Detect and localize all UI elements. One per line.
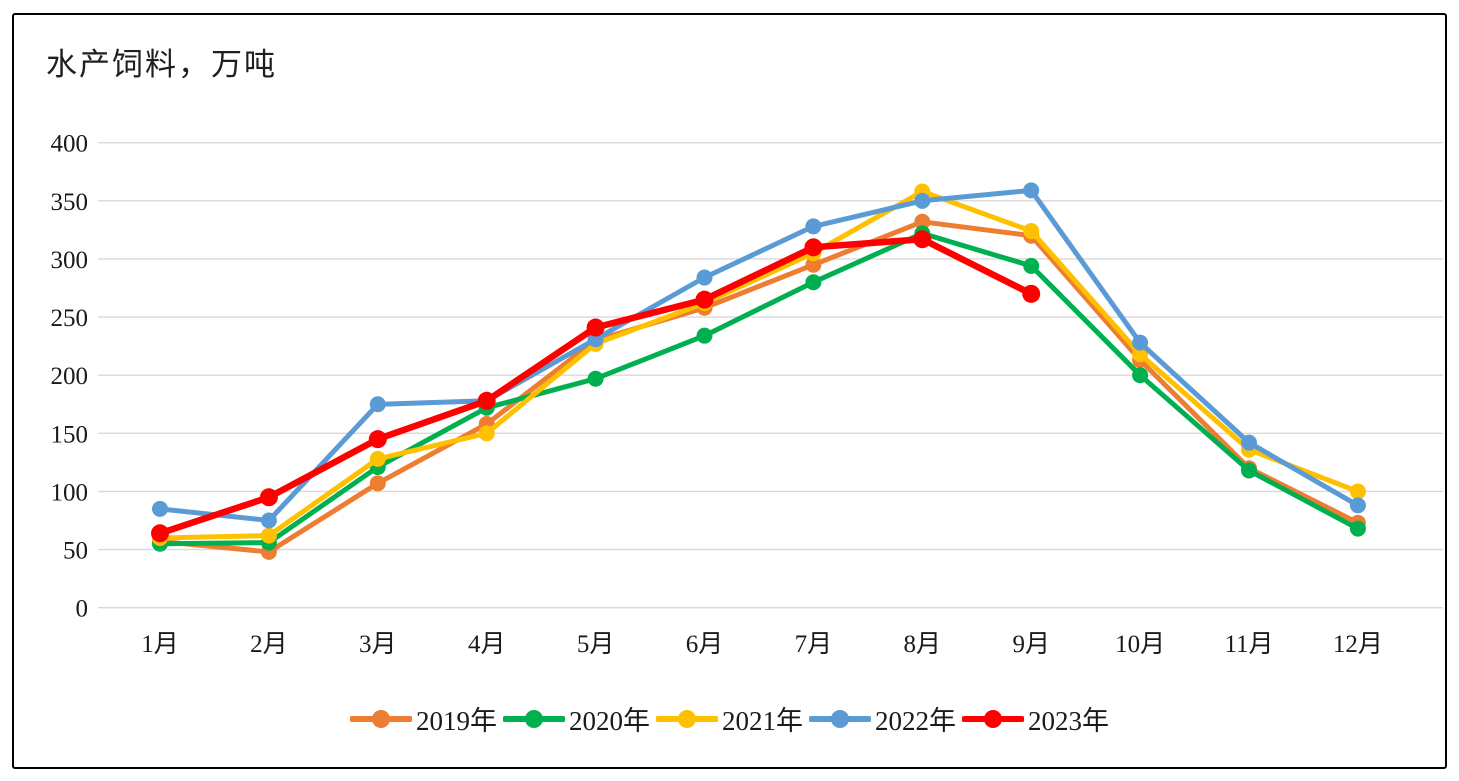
data-point-marker-2022年: [260, 512, 277, 529]
legend-marker-icon: [350, 709, 412, 728]
data-point-marker-2020年: [1349, 520, 1366, 537]
legend-item-2020年: 2020年: [503, 699, 650, 738]
data-point-marker-2019年: [805, 256, 822, 273]
data-point-marker-2022年: [152, 500, 168, 517]
legend-marker-icon: [809, 709, 871, 728]
x-axis-tick-label: 12月: [1333, 631, 1383, 658]
plot-area: 0 50 100 150 200 250 300 350 400 1月 2月 3月 4月 5月 6月 7月 8月…: [51, 131, 1443, 658]
data-point-marker-2023年: [368, 430, 387, 449]
legend-marker-icon: [503, 709, 565, 728]
series-line-2019年: [157, 219, 1361, 555]
legend-label: 2023年: [1028, 706, 1109, 736]
x-axis-tick-label: 8月: [904, 631, 942, 658]
data-point-marker-2022年: [369, 396, 386, 413]
y-axis-tick-label: 200: [51, 363, 89, 390]
y-axis-tick-label: 350: [51, 189, 89, 216]
series-line-2021年: [157, 189, 1361, 541]
x-axis-tick-label: 5月: [577, 631, 615, 658]
legend-label: 2021年: [722, 706, 803, 736]
chart-title: 水产饲料，万吨: [46, 47, 277, 82]
chart-frame: 水产饲料，万吨 0 50 100 150 200 250 300 350 400 1月 2月 3月 4月…: [12, 13, 1447, 769]
data-point-marker-2023年: [913, 230, 932, 249]
x-axis-tick-label: 11月: [1224, 631, 1273, 658]
y-axis-tick-label: 300: [51, 247, 89, 274]
x-axis-tick-label: 9月: [1012, 631, 1050, 658]
data-point-marker-2022年: [914, 192, 931, 209]
y-axis-tick-label: 100: [51, 479, 89, 506]
y-axis-tick-label: 0: [76, 596, 89, 623]
y-axis-tick-label: 250: [51, 305, 89, 332]
data-point-marker-2019年: [369, 475, 386, 492]
x-axis-tick-label: 10月: [1115, 631, 1165, 658]
data-point-marker-2021年: [1132, 346, 1149, 363]
data-point-marker-2022年: [1349, 497, 1366, 514]
legend-item-2022年: 2022年: [809, 699, 956, 738]
y-axis-tick-label: 50: [63, 538, 88, 565]
data-point-marker-2022年: [696, 269, 713, 286]
data-point-marker-2023年: [804, 238, 823, 257]
legend-label: 2022年: [875, 706, 956, 736]
data-point-marker-2020年: [587, 370, 604, 387]
data-point-marker-2021年: [369, 450, 386, 467]
data-point-marker-2021年: [260, 527, 277, 544]
x-axis-tick-label: 7月: [795, 631, 833, 658]
data-point-marker-2021年: [478, 425, 495, 442]
x-axis-tick-label: 2月: [250, 631, 288, 658]
legend-marker-icon: [962, 709, 1024, 728]
data-point-marker-2020年: [1241, 462, 1257, 479]
data-point-marker-2022年: [805, 218, 822, 235]
data-point-marker-2023年: [1022, 284, 1041, 303]
legend-item-2019年: 2019年: [350, 699, 497, 738]
data-point-marker-2020年: [1023, 257, 1040, 274]
x-axis-tick-label: 3月: [359, 631, 397, 658]
series-line-2022年: [157, 187, 1361, 523]
y-axis-tick-label: 150: [51, 421, 89, 448]
data-point-marker-2023年: [695, 290, 714, 309]
legend-marker-icon: [656, 709, 718, 728]
data-point-marker-2019年: [914, 213, 931, 230]
data-point-marker-2020年: [805, 274, 822, 291]
data-point-marker-2023年: [151, 524, 169, 543]
legend-label: 2020年: [569, 706, 650, 736]
data-point-marker-2020年: [696, 327, 713, 344]
data-point-marker-2023年: [477, 391, 496, 410]
legend-item-2021年: 2021年: [656, 699, 803, 738]
data-point-marker-2021年: [1349, 483, 1366, 500]
legend: 2019年 2020年 2021年 2022年 2023年: [14, 699, 1445, 738]
data-point-marker-2022年: [1023, 182, 1040, 199]
data-point-marker-2020年: [1132, 367, 1149, 384]
y-axis-tick-label: 400: [51, 131, 89, 158]
x-axis-tick-label: 6月: [686, 631, 724, 658]
x-axis-tick-label: 4月: [468, 631, 506, 658]
data-point-marker-2022年: [1241, 434, 1257, 451]
legend-item-2023年: 2023年: [962, 699, 1109, 738]
data-point-marker-2021年: [1023, 223, 1040, 240]
series-line-2020年: [157, 230, 1361, 547]
legend-label: 2019年: [416, 706, 497, 736]
data-point-marker-2023年: [586, 318, 605, 337]
data-point-marker-2022年: [1132, 334, 1149, 351]
x-axis-tick-label: 1月: [141, 631, 179, 658]
data-point-marker-2023年: [259, 488, 278, 507]
